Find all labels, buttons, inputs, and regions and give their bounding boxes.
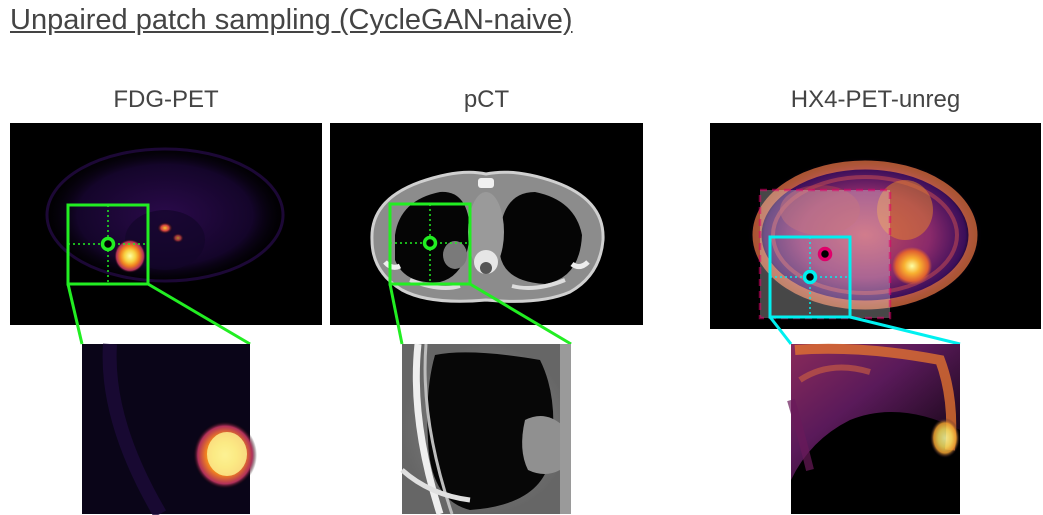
pct-zoom-patch	[400, 343, 571, 515]
fdg-pet-zoom-connectors	[66, 282, 251, 346]
fdg-pet-image	[10, 123, 322, 325]
hx4-zoom-connectors	[768, 315, 961, 346]
panel-title-hx4-pet-unreg: HX4-PET-unreg	[790, 86, 961, 113]
pct-center-marker	[422, 235, 438, 251]
pct-patch-box	[388, 202, 472, 286]
fdg-pet-patch-box	[66, 203, 150, 286]
fdg-pet-center-marker	[100, 236, 116, 252]
pct-zoom-connectors	[388, 282, 572, 346]
figure-title: Unpaired patch sampling (CycleGAN-naive)	[10, 4, 573, 36]
hx4-patch-box	[768, 235, 852, 319]
hx4-ghost-center-marker	[817, 246, 833, 262]
panel-title-fdg-pet: FDG-PET	[113, 86, 219, 113]
fdg-pet-zoom-patch	[82, 343, 257, 515]
hx4-zoom-patch	[787, 343, 960, 514]
hx4-center-marker	[802, 269, 818, 285]
hx4-pet-image	[710, 123, 1041, 329]
panel-title-pct: pCT	[463, 86, 510, 113]
hx4-unregistered-region	[758, 188, 892, 320]
